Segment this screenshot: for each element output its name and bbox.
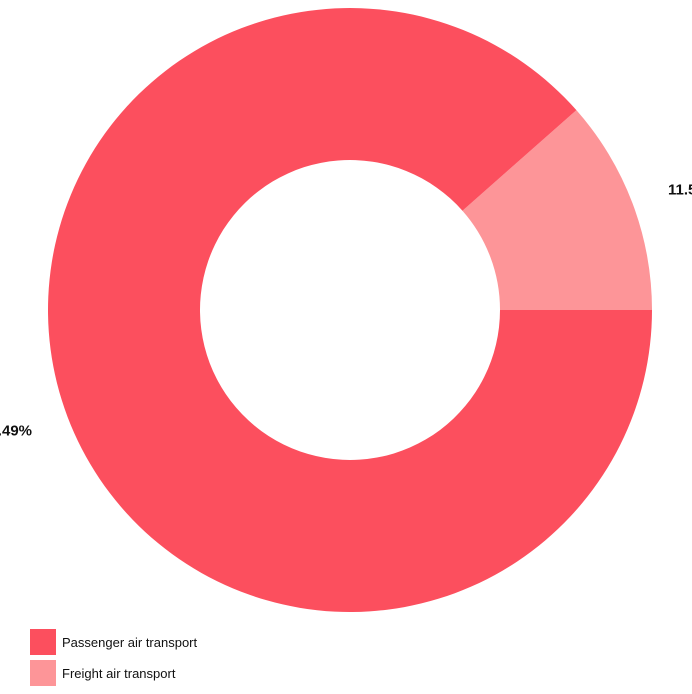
data-label-passenger: 88.49% (0, 422, 32, 439)
legend-label-passenger: Passenger air transport (62, 634, 198, 650)
legend-label-freight: Freight air transport (62, 665, 176, 681)
legend-item-freight: Freight air transport (30, 660, 197, 686)
legend-swatch-freight (30, 660, 56, 686)
donut-slice-passenger (48, 7, 653, 612)
legend-item-passenger: Passenger air transport (30, 629, 198, 655)
legend: Passenger air transport Freight air tran… (30, 629, 198, 694)
data-label-freight: 11.51% (668, 182, 692, 199)
legend-swatch-passenger (30, 629, 56, 655)
donut-slice-freight (462, 110, 652, 311)
